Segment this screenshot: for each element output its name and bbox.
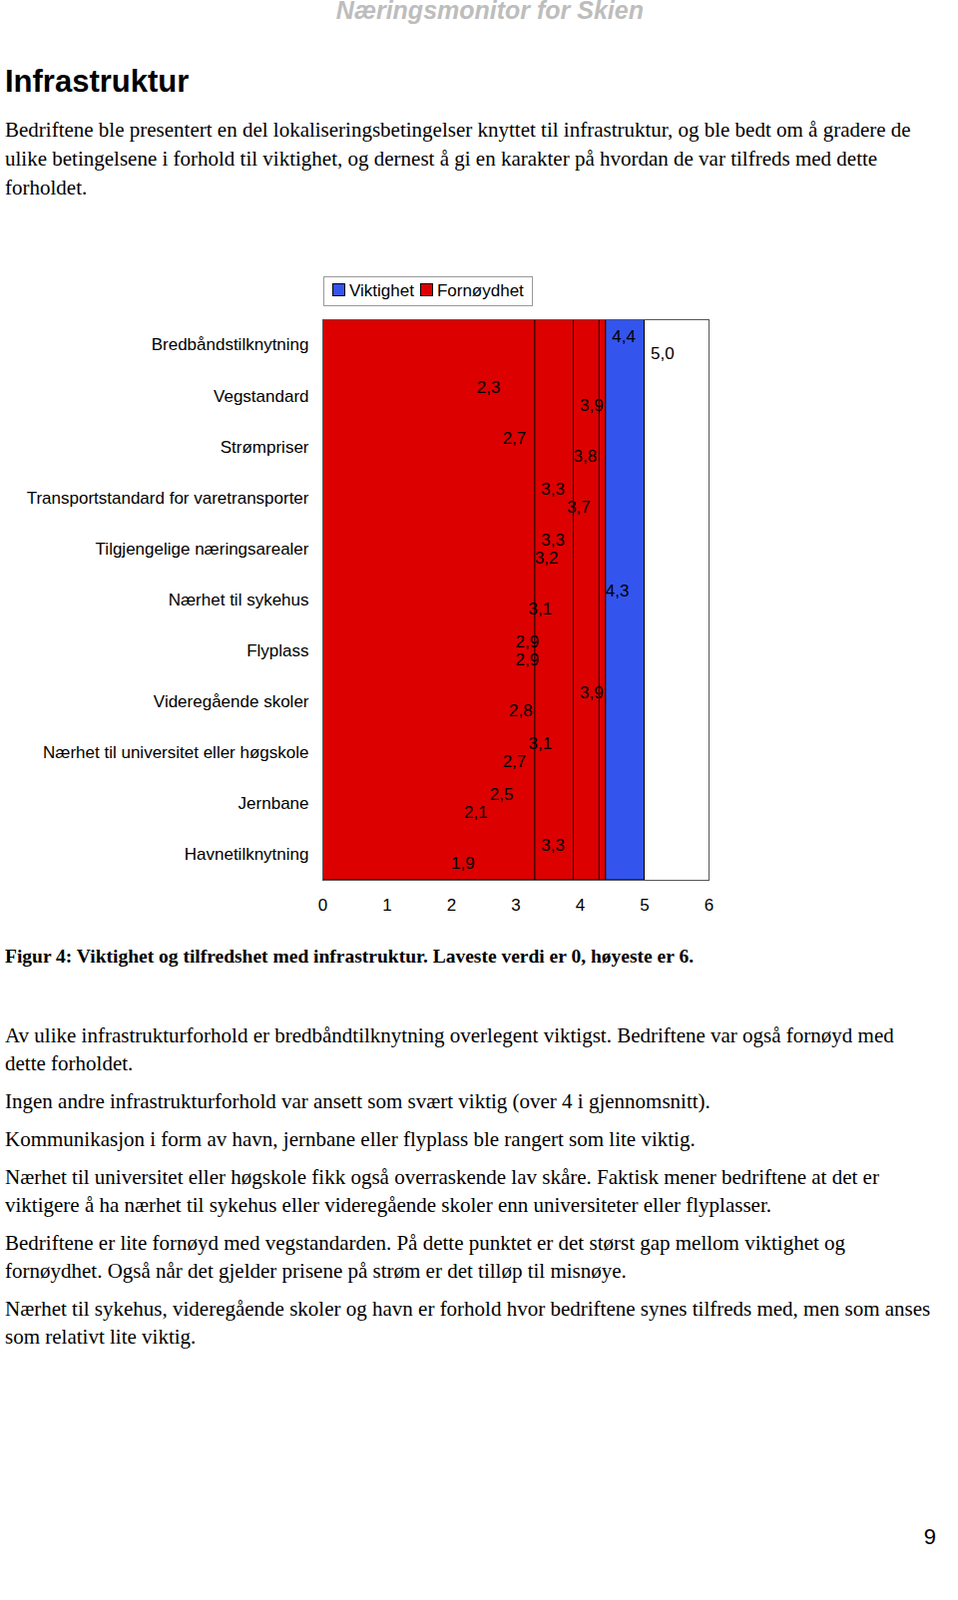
svg-text:2,8: 2,8 (508, 701, 533, 721)
html-text:Bedriftene er lite fornøyd med: Bedriftene er lite fornøyd med vegstanda… (4, 1231, 846, 1284)
svg-text:2,5: 2,5 (489, 785, 514, 805)
svg-text:4,3: 4,3 (605, 581, 630, 601)
svg-text:Nærhet til universitet eller h: Nærhet til universitet eller høgskole (42, 743, 309, 763)
svg-text:1,9: 1,9 (451, 854, 476, 874)
svg-text:2,7: 2,7 (502, 752, 527, 772)
svg-text:Havnetilknytning: Havnetilknytning (184, 845, 310, 865)
svg-text:3,9: 3,9 (579, 683, 604, 703)
svg-text:3,3: 3,3 (540, 479, 565, 499)
html-text:Nærhet til sykehus, videregåen: Nærhet til sykehus, videregående skoler … (4, 1297, 931, 1350)
svg-text:Vegstandard: Vegstandard (213, 387, 309, 407)
html-text:Infrastruktur: Infrastruktur (4, 63, 189, 99)
svg-text:2,3: 2,3 (477, 378, 501, 398)
svg-text:2,7: 2,7 (502, 429, 527, 449)
svg-text:3,2: 3,2 (534, 548, 559, 568)
svg-text:1: 1 (382, 896, 392, 916)
html-text:Figur 4: Viktighet og tilfreds: Figur 4: Viktighet og tilfredshet med in… (4, 946, 694, 967)
svg-text:0: 0 (318, 896, 328, 916)
svg-text:Jernbane: Jernbane (238, 794, 310, 814)
svg-text:5,0: 5,0 (650, 344, 675, 364)
svg-text:Flyplass: Flyplass (246, 641, 309, 661)
svg-text:3: 3 (510, 896, 520, 916)
html-text:Fornøydhet: Fornøydhet (436, 281, 524, 301)
svg-text:2,9: 2,9 (515, 632, 540, 652)
html-text:Kommunikasjon i form av havn,: Kommunikasjon i form av havn, jernbane e… (4, 1127, 696, 1152)
svg-text:3,1: 3,1 (527, 599, 552, 619)
svg-text:3,1: 3,1 (527, 734, 552, 754)
svg-text:Videregående skoler: Videregående skoler (153, 692, 310, 712)
svg-text:3,8: 3,8 (573, 447, 598, 467)
svg-text:Transportstandard for varetran: Transportstandard for varetransporter (26, 488, 310, 508)
html-text:Av ulike infrastrukturforhold: Av ulike infrastrukturforhold er bredbån… (4, 1023, 894, 1076)
svg-text:3,9: 3,9 (579, 396, 604, 416)
svg-text:3,3: 3,3 (540, 836, 565, 856)
svg-text:5: 5 (639, 896, 649, 916)
svg-text:2,1: 2,1 (464, 803, 488, 823)
svg-text:6: 6 (704, 896, 714, 916)
html-text:9: 9 (923, 1524, 937, 1550)
svg-text:4,4: 4,4 (611, 327, 636, 347)
html-text:Ingen andre infrastrukturforho: Ingen andre infrastrukturforhold var ans… (4, 1089, 711, 1114)
html-text:Viktighet: Viktighet (349, 281, 415, 301)
svg-text:4: 4 (575, 896, 585, 916)
html-text:Nærhet til universitet eller h: Nærhet til universitet eller høgskole fi… (4, 1165, 880, 1218)
svg-text:Tilgjengelige næringsarealer: Tilgjengelige næringsarealer (95, 539, 310, 559)
svg-text:2: 2 (447, 896, 457, 916)
svg-text:3,3: 3,3 (540, 530, 565, 550)
svg-text:3,7: 3,7 (566, 497, 591, 517)
html-text:Bedriftene ble presentert en d: Bedriftene ble presentert en del lokalis… (4, 117, 911, 200)
svg-text:2,9: 2,9 (515, 650, 540, 670)
svg-text:Strømpriser: Strømpriser (220, 438, 310, 458)
svg-text:Bredbåndstilknytning: Bredbåndstilknytning (151, 335, 310, 355)
svg-text:Nærhet til sykehus: Nærhet til sykehus (168, 590, 310, 610)
